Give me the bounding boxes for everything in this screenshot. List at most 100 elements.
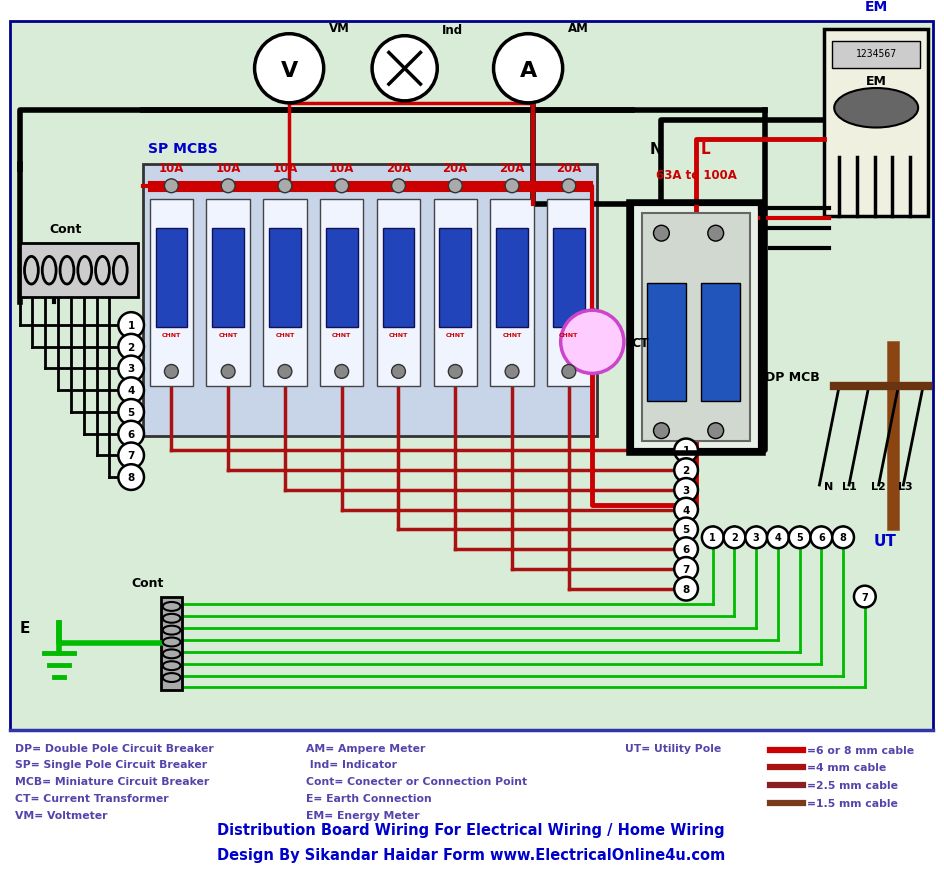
Text: EM: EM [865, 75, 885, 88]
Circle shape [118, 355, 143, 381]
Bar [433, 198, 477, 386]
Circle shape [278, 365, 292, 378]
Text: VM: VM [329, 22, 349, 35]
Text: VM= Voltmeter: VM= Voltmeter [14, 811, 107, 821]
Circle shape [723, 526, 745, 548]
Circle shape [254, 33, 324, 103]
Circle shape [673, 557, 698, 581]
Text: E= Earth Connection: E= Earth Connection [306, 794, 431, 804]
Text: CHNT: CHNT [446, 333, 464, 338]
Circle shape [118, 421, 143, 446]
Circle shape [788, 526, 810, 548]
Text: Distribution Board Wiring For Electrical Wiring / Home Wiring: Distribution Board Wiring For Electrical… [217, 824, 724, 838]
Circle shape [701, 526, 723, 548]
Text: 5: 5 [127, 408, 135, 418]
Text: 5: 5 [796, 533, 802, 544]
Text: Design By Sikandar Haidar Form www.ElectricalOnline4u.com: Design By Sikandar Haidar Form www.Elect… [216, 848, 724, 863]
Circle shape [118, 399, 143, 424]
Text: 2: 2 [731, 533, 737, 544]
Circle shape [653, 423, 668, 438]
Circle shape [334, 365, 348, 378]
Text: 3: 3 [752, 533, 759, 544]
Text: A: A [519, 61, 536, 82]
Circle shape [164, 179, 178, 193]
Text: CHNT: CHNT [389, 333, 408, 338]
Text: 7: 7 [682, 565, 689, 575]
Bar [547, 198, 590, 386]
Bar [700, 282, 739, 401]
Circle shape [810, 526, 832, 548]
Bar [832, 40, 919, 68]
Text: Cont= Conecter or Connection Point: Cont= Conecter or Connection Point [306, 777, 527, 788]
Text: 6: 6 [682, 545, 689, 555]
Bar [269, 228, 300, 327]
Circle shape [560, 310, 623, 374]
Bar [628, 202, 763, 453]
Text: 8: 8 [839, 533, 846, 544]
Text: SP= Single Pole Circuit Breaker: SP= Single Pole Circuit Breaker [14, 760, 207, 771]
Circle shape [447, 365, 462, 378]
Text: 1234567: 1234567 [854, 49, 896, 60]
Circle shape [562, 365, 575, 378]
Bar [646, 282, 685, 401]
Circle shape [767, 526, 788, 548]
Bar [9, 21, 932, 730]
Text: =4 mm cable: =4 mm cable [806, 763, 885, 774]
Circle shape [221, 179, 235, 193]
Text: EM= Energy Meter: EM= Energy Meter [306, 811, 419, 821]
Circle shape [505, 365, 518, 378]
Circle shape [853, 586, 875, 608]
Bar [382, 228, 413, 327]
Circle shape [118, 443, 143, 468]
Bar [263, 198, 307, 386]
Text: EM: EM [864, 0, 886, 14]
Text: =1.5 mm cable: =1.5 mm cable [806, 799, 897, 809]
Text: CHNT: CHNT [331, 333, 351, 338]
Circle shape [673, 517, 698, 541]
Circle shape [745, 526, 767, 548]
Bar [823, 29, 927, 217]
Text: 20A: 20A [442, 162, 467, 175]
Bar [156, 228, 187, 327]
Text: 1: 1 [682, 446, 689, 456]
Bar [641, 213, 750, 440]
Bar [149, 198, 193, 386]
Circle shape [334, 179, 348, 193]
Text: Cont: Cont [49, 223, 81, 236]
Text: E: E [20, 621, 30, 636]
Circle shape [707, 225, 723, 241]
Text: 20A: 20A [498, 162, 524, 175]
Text: CT: CT [632, 337, 649, 350]
Circle shape [673, 498, 698, 522]
Text: N: N [649, 142, 662, 157]
Circle shape [278, 179, 292, 193]
Bar [212, 228, 244, 327]
Bar [160, 596, 182, 690]
Text: 3: 3 [682, 486, 689, 496]
Circle shape [372, 36, 437, 101]
Circle shape [707, 423, 723, 438]
Text: MCB= Miniature Circuit Breaker: MCB= Miniature Circuit Breaker [14, 777, 209, 788]
Bar [490, 198, 533, 386]
Ellipse shape [834, 88, 918, 127]
Text: CHNT: CHNT [161, 333, 181, 338]
Circle shape [221, 365, 235, 378]
Text: 2: 2 [127, 343, 135, 353]
Text: V: V [280, 61, 297, 82]
Text: 20A: 20A [385, 162, 411, 175]
Circle shape [562, 179, 575, 193]
Bar [496, 228, 528, 327]
Circle shape [493, 33, 562, 103]
Bar [632, 203, 759, 451]
Text: L1: L1 [841, 482, 856, 492]
Text: 4: 4 [127, 386, 135, 396]
Circle shape [118, 377, 143, 403]
Bar [320, 198, 363, 386]
Text: =2.5 mm cable: =2.5 mm cable [806, 781, 897, 791]
Text: 10A: 10A [329, 162, 354, 175]
Bar [326, 228, 357, 327]
Bar [20, 243, 138, 297]
Circle shape [164, 365, 178, 378]
Text: 8: 8 [682, 585, 689, 595]
Text: 6: 6 [127, 430, 135, 439]
